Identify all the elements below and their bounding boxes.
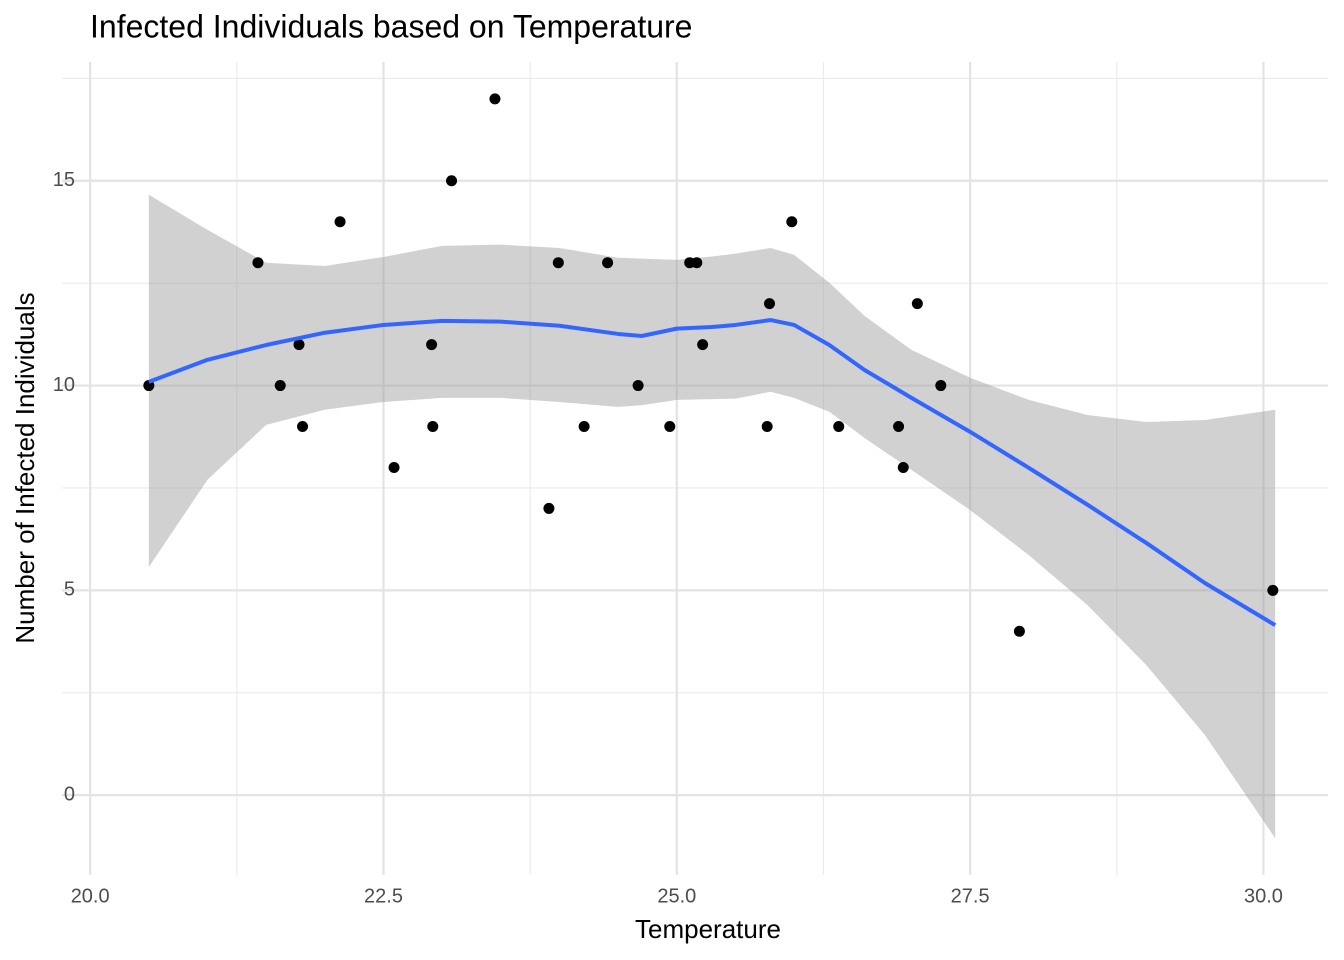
- y-tick-label: 10: [53, 374, 75, 396]
- x-tick-label: 20.0: [71, 885, 110, 907]
- y-tick-label: 5: [64, 579, 75, 601]
- point: [552, 257, 564, 269]
- point: [578, 421, 590, 433]
- point: [543, 502, 555, 514]
- point: [388, 461, 400, 473]
- point: [897, 461, 909, 473]
- smooth-line: [148, 318, 1277, 627]
- point: [252, 257, 264, 269]
- point: [297, 421, 309, 433]
- point: [632, 380, 644, 392]
- point: [697, 339, 709, 351]
- point: [427, 421, 439, 433]
- point: [935, 380, 947, 392]
- y-tick-label: 0: [64, 783, 75, 805]
- point: [602, 257, 614, 269]
- point: [293, 339, 305, 351]
- point: [274, 380, 286, 392]
- point: [691, 257, 703, 269]
- point: [786, 216, 798, 228]
- y-axis-title: Number of Infected Individuals: [10, 292, 40, 643]
- point: [489, 93, 501, 105]
- point: [334, 216, 346, 228]
- point: [426, 339, 438, 351]
- point: [893, 421, 905, 433]
- x-tick-label: 22.5: [364, 885, 403, 907]
- point: [764, 298, 776, 310]
- point: [833, 421, 845, 433]
- y-tick-label: 15: [53, 169, 75, 191]
- point: [911, 298, 923, 310]
- x-axis-title: Temperature: [635, 914, 781, 944]
- confidence-band: [148, 194, 1276, 839]
- x-tick-label: 27.5: [951, 885, 990, 907]
- point: [446, 175, 458, 187]
- chart-title: Infected Individuals based on Temperatur…: [90, 8, 692, 44]
- x-tick-label: 25.0: [657, 885, 696, 907]
- x-tick-label: 30.0: [1244, 885, 1283, 907]
- point: [664, 421, 676, 433]
- point: [1267, 584, 1279, 596]
- point: [1013, 625, 1025, 637]
- point: [761, 421, 773, 433]
